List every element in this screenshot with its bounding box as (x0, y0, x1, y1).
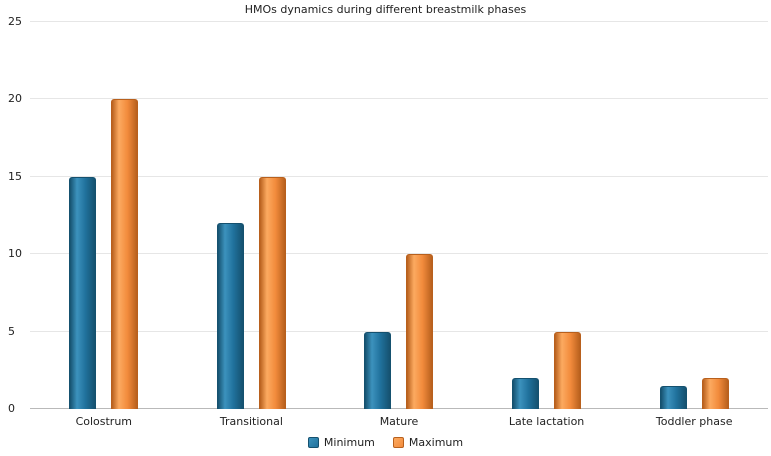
bar-maximum (701, 378, 729, 409)
gridline (30, 21, 768, 22)
x-axis-line (30, 408, 768, 409)
bar-minimum (659, 385, 687, 409)
legend-swatch (392, 437, 404, 448)
legend-label: Minimum (323, 436, 375, 449)
legend-item-minimum[interactable]: Minimum (307, 436, 375, 449)
bar-maximum (406, 254, 434, 409)
x-axis-category-label: Toddler phase (655, 415, 733, 428)
gridline (30, 175, 768, 177)
x-axis-category-label: Mature (379, 415, 419, 428)
y-axis: 0 5 10 15 20 25 (0, 16, 28, 415)
legend-swatch (307, 437, 319, 448)
chart-title: HMOs dynamics during different breastmil… (244, 3, 527, 16)
bar-maximum (554, 331, 582, 409)
bar-group (178, 22, 326, 409)
y-axis-tick-label: 20 (8, 92, 22, 106)
gridline (30, 253, 768, 255)
bar-group (620, 22, 768, 409)
legend: Minimum Maximum (0, 436, 771, 449)
y-axis-tick-label: 0 (8, 402, 15, 415)
bar-maximum (111, 99, 139, 409)
bar-minimum (69, 176, 97, 409)
gridline (30, 98, 768, 100)
legend-item-maximum[interactable]: Maximum (392, 436, 464, 449)
bar-minimum (216, 223, 244, 409)
y-axis-tick-label: 25 (8, 15, 22, 28)
bar-group (30, 22, 178, 409)
bar-minimum (364, 331, 392, 409)
y-axis-tick-label: 10 (8, 247, 22, 261)
x-axis-category-label: Late lactation (508, 415, 585, 428)
y-axis-tick-label: 15 (8, 169, 22, 183)
bar-group (325, 22, 473, 409)
bar-maximum (258, 176, 286, 409)
x-axis-category-label: Colostrum (75, 415, 133, 428)
bar-group (473, 22, 621, 409)
bar-groups (30, 22, 768, 409)
plot-area (30, 21, 768, 409)
x-axis-labels: Colostrum Transitional Mature Late lactatio… (30, 415, 768, 428)
y-axis-tick-label: 5 (8, 324, 15, 338)
gridline (30, 330, 768, 332)
legend-label: Maximum (408, 436, 464, 449)
x-axis-category-label: Transitional (219, 415, 283, 428)
bar-minimum (512, 378, 540, 409)
